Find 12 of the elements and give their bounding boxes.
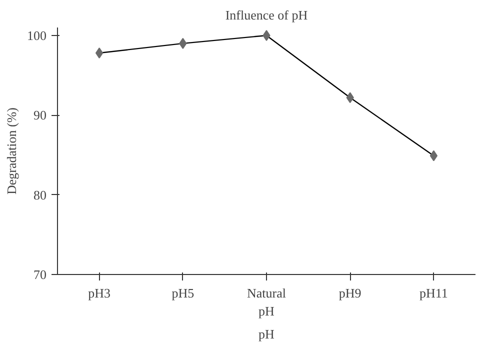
x-tick-label: pH3 [88,286,110,300]
x-tick-label: Natural pH [247,286,286,318]
chart-title: Influence of pH [225,8,308,22]
y-tick-label: 70 [34,267,46,282]
x-tick-label: pH9 [338,286,362,300]
y-tick-label: 100 [27,28,46,43]
y-tick-label: 90 [34,108,46,123]
x-tick-label: pH5 [172,286,194,300]
y-tick-label: 80 [34,187,46,202]
y-axis-title: Degradation (%) [4,107,19,194]
x-tick-label: pH11 [419,286,448,300]
x-axis-title: pH [258,326,274,342]
